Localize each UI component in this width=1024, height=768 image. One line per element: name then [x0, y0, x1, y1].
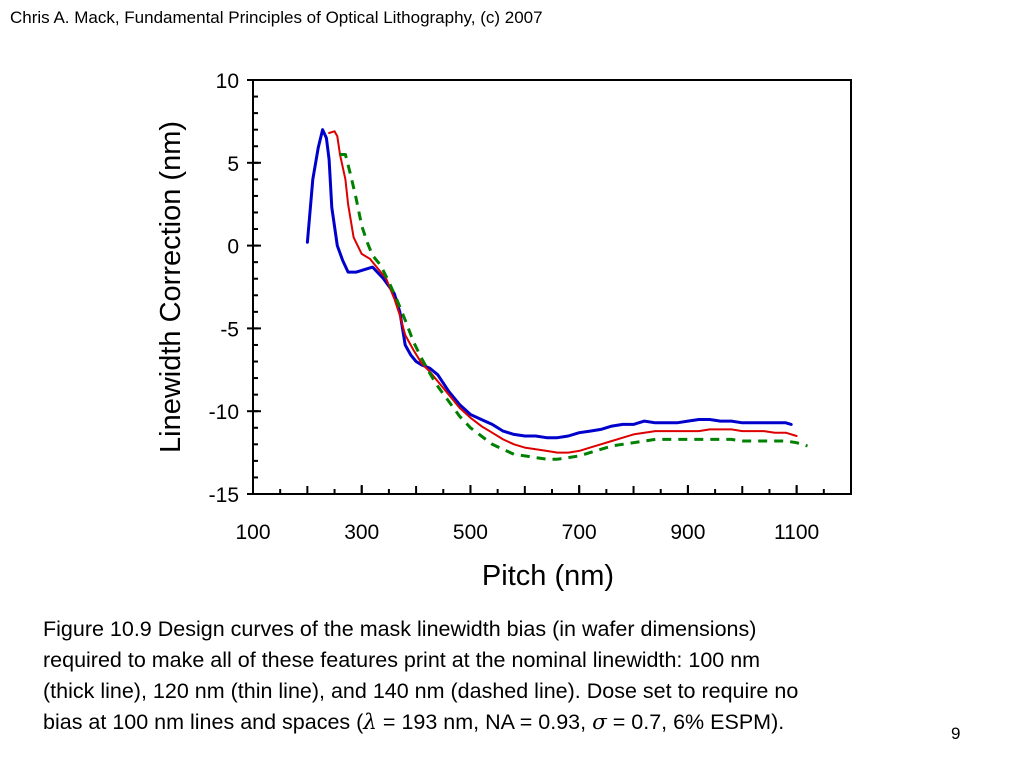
x-tick-label: 100: [235, 521, 270, 544]
page-number: 9: [951, 724, 961, 743]
x-tick-label: 900: [670, 521, 705, 544]
series-line-140nm: [340, 153, 808, 461]
caption-line-4: bias at 100 nm lines and spaces (λ = 193…: [43, 707, 973, 738]
y-axis-label: Linewidth Correction (nm): [155, 121, 187, 453]
x-tick-label: 300: [344, 521, 379, 544]
caption-line-3: (thick line), 120 nm (thin line), and 14…: [43, 679, 799, 703]
linewidth-correction-chart: 100 300 500 700 900 1100 10 5 0 -5 -10 -15 Pitch (n…: [155, 70, 852, 592]
caption-line-1: Figure 10.9 Design curves of the mask li…: [43, 617, 757, 641]
caption-line-2: required to make all of these features p…: [43, 648, 761, 672]
y-tick-label: 5: [227, 153, 239, 176]
x-tick-label: 1100: [774, 521, 819, 544]
caption-line-4-c: = 0.7, 6% ESPM).: [606, 710, 785, 734]
series-line-100nm: [305, 128, 793, 440]
y-tick-label: -5: [220, 318, 239, 341]
caption-line-4-b: = 193 nm, NA = 0.93,: [376, 710, 593, 734]
series-line-120nm: [328, 130, 798, 454]
y-tick-label: 0: [227, 236, 239, 259]
y-tick-label: 10: [216, 70, 239, 93]
y-tick-label: -15: [209, 484, 239, 507]
x-axis-label: Pitch (nm): [482, 560, 614, 592]
x-tick-label: 500: [453, 521, 488, 544]
lambda-symbol: λ: [363, 710, 377, 735]
y-tick-label: -10: [209, 401, 239, 424]
figure-caption: Figure 10.9 Design curves of the mask li…: [43, 614, 973, 738]
page-header: Chris A. Mack, Fundamental Principles of…: [10, 8, 543, 27]
sigma-symbol: σ: [592, 710, 607, 735]
plot-frame: [252, 79, 852, 495]
data-series: [305, 128, 808, 461]
caption-line-4-a: bias at 100 nm lines and spaces (: [43, 710, 364, 734]
x-tick-label: 700: [562, 521, 597, 544]
axis-tick-labels: 100 300 500 700 900 1100 10 5 0 -5 -10 -15: [209, 70, 820, 544]
